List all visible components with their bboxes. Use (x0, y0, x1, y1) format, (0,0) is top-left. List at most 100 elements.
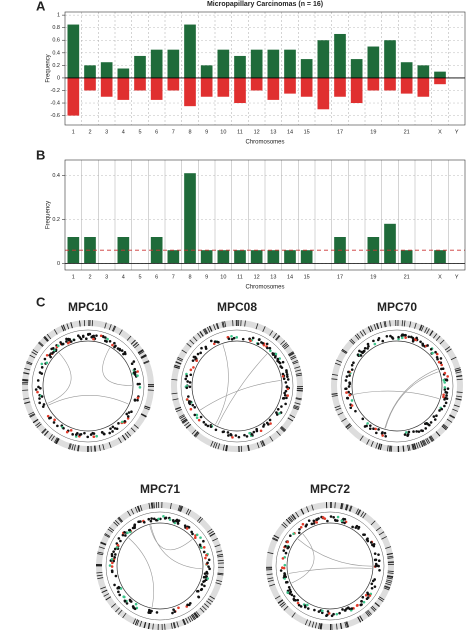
copy-number-dot (200, 588, 203, 591)
copy-number-dot (71, 433, 74, 436)
copy-number-dot (108, 432, 111, 435)
x-tick-label: 17 (337, 129, 343, 135)
copy-number-dot (275, 353, 278, 356)
copy-number-dot (352, 361, 355, 364)
x-tick-label: 12 (254, 274, 260, 280)
bar (384, 224, 396, 264)
y-tick-label: 0.6 (52, 38, 60, 44)
x-tick-label: 13 (270, 129, 276, 135)
copy-number-dot (69, 338, 72, 341)
copy-number-dot (204, 557, 207, 560)
copy-number-dot (136, 370, 139, 373)
copy-number-dot (340, 520, 343, 523)
bar (251, 50, 263, 78)
copy-number-dot (231, 436, 234, 439)
x-tick-label: X (438, 274, 442, 280)
copy-number-dot (126, 602, 129, 605)
copy-number-dot (389, 335, 392, 338)
copy-number-dot (189, 400, 192, 403)
bar (151, 78, 163, 100)
copy-number-dot (346, 375, 349, 378)
copy-number-dot (38, 397, 41, 400)
bar (101, 62, 113, 78)
copy-number-dot (366, 591, 369, 594)
copy-number-dot (139, 520, 142, 523)
copy-number-dot (173, 610, 176, 613)
copy-number-dot (133, 360, 136, 363)
copy-number-dot (326, 520, 329, 523)
copy-number-dot (313, 519, 316, 522)
copy-number-dot (65, 338, 68, 341)
copy-number-dot (51, 352, 54, 355)
copy-number-dot (238, 436, 241, 439)
x-tick-label: 4 (122, 274, 125, 280)
copy-number-dot (175, 519, 178, 522)
bar (234, 250, 246, 263)
copy-number-dot (134, 399, 137, 402)
copy-number-dot (384, 432, 387, 435)
copy-number-dot (41, 366, 44, 369)
copy-number-dot (266, 343, 269, 346)
copy-number-dot (438, 361, 441, 364)
copy-number-dot (126, 532, 129, 535)
copy-number-dot (367, 540, 370, 543)
copy-number-dot (286, 394, 289, 397)
copy-number-dot (415, 337, 418, 340)
copy-number-dot (195, 359, 198, 362)
bar (434, 78, 446, 84)
copy-number-dot (361, 596, 364, 599)
copy-number-dot (438, 409, 441, 412)
copy-number-dot (162, 515, 165, 518)
copy-number-dot (372, 340, 375, 343)
copy-number-dot (137, 397, 140, 400)
copy-number-dot (284, 403, 287, 406)
copy-number-dot (263, 423, 266, 426)
copy-number-dot (348, 383, 351, 386)
copy-number-dot (374, 552, 377, 555)
copy-number-dot (205, 571, 208, 574)
x-tick-label: 7 (172, 274, 175, 280)
ideogram-band (388, 571, 394, 572)
copy-number-dot (338, 612, 341, 615)
copy-number-dot (95, 334, 98, 337)
copy-number-dot (271, 352, 274, 355)
copy-number-dot (364, 347, 367, 350)
copy-number-dot (337, 516, 340, 519)
copy-number-dot (375, 432, 378, 435)
copy-number-dot (348, 374, 351, 377)
copy-number-dot (53, 421, 56, 424)
chart-title: Micropapillary Carcinomas (n = 16) (207, 1, 323, 8)
x-tick-label: 10 (220, 274, 226, 280)
copy-number-dot (286, 373, 289, 376)
copy-number-dot (351, 364, 354, 367)
copy-number-dot (129, 599, 132, 602)
copy-number-dot (325, 614, 328, 617)
track-ring (32, 330, 144, 442)
copy-number-dot (150, 517, 153, 520)
copy-number-dot (124, 534, 127, 537)
ideogram-ring (174, 323, 300, 449)
bar (168, 250, 180, 263)
copy-number-dot (113, 584, 116, 587)
bar (434, 250, 446, 263)
copy-number-dot (269, 347, 272, 350)
copy-number-dot (66, 431, 69, 434)
bar (284, 50, 296, 78)
copy-number-dot (397, 336, 400, 339)
copy-number-dot (208, 559, 211, 562)
copy-number-dot (286, 541, 289, 544)
copy-number-dot (421, 430, 424, 433)
copy-number-dot (335, 613, 338, 616)
ideogram-band (402, 320, 403, 326)
copy-number-dot (360, 354, 363, 357)
copy-number-dot (115, 575, 118, 578)
rearrangement-link (103, 348, 132, 386)
x-tick-label: 6 (155, 129, 158, 135)
x-tick-label: 8 (188, 274, 191, 280)
copy-number-dot (214, 340, 217, 343)
copy-number-dot (304, 606, 307, 609)
copy-number-dot (360, 603, 363, 606)
copy-number-dot (121, 349, 124, 352)
copy-number-dot (243, 434, 246, 437)
sample-label: MPC72 (310, 482, 350, 496)
